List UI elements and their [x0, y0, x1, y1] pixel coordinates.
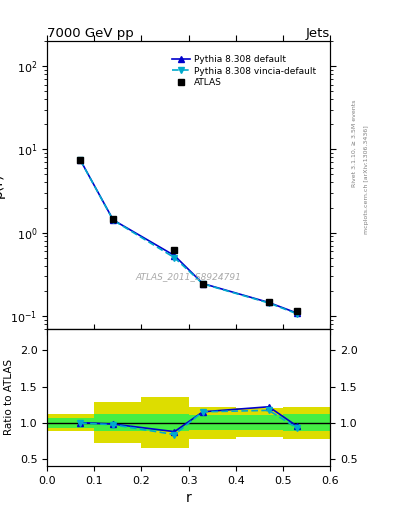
- Pythia 8.308 vincia-default: [266, 300, 271, 306]
- ATLAS: [111, 216, 116, 222]
- Line: Pythia 8.308 vincia-default: Pythia 8.308 vincia-default: [77, 157, 300, 317]
- Text: mcplots.cern.ch [arXiv:1306.3436]: mcplots.cern.ch [arXiv:1306.3436]: [364, 125, 369, 233]
- ATLAS: [172, 247, 177, 253]
- Bar: [189, 407, 236, 438]
- Bar: [141, 414, 189, 431]
- Pythia 8.308 default: [266, 300, 271, 306]
- Pythia 8.308 default: [78, 157, 83, 163]
- ATLAS: [295, 308, 299, 314]
- Pythia 8.308 vincia-default: [295, 311, 299, 317]
- Text: Jets: Jets: [306, 27, 330, 40]
- Bar: [189, 415, 236, 430]
- ATLAS: [266, 300, 271, 306]
- Pythia 8.308 vincia-default: [111, 217, 116, 223]
- Pythia 8.308 vincia-default: [200, 281, 205, 287]
- Text: ATLAS_2011_S8924791: ATLAS_2011_S8924791: [136, 272, 242, 282]
- Pythia 8.308 default: [200, 281, 205, 287]
- Bar: [236, 408, 283, 437]
- ATLAS: [78, 157, 83, 163]
- Line: Pythia 8.308 default: Pythia 8.308 default: [77, 157, 300, 316]
- Legend: Pythia 8.308 default, Pythia 8.308 vincia-default, ATLAS: Pythia 8.308 default, Pythia 8.308 vinci…: [168, 51, 320, 91]
- Y-axis label: Ratio to ATLAS: Ratio to ATLAS: [4, 359, 14, 435]
- Pythia 8.308 default: [172, 252, 177, 259]
- Bar: [47, 414, 94, 431]
- Bar: [283, 414, 330, 431]
- Bar: [236, 415, 283, 430]
- Line: ATLAS: ATLAS: [77, 156, 301, 314]
- Pythia 8.308 default: [111, 217, 116, 223]
- ATLAS: [200, 281, 205, 287]
- Pythia 8.308 default: [295, 310, 299, 316]
- Bar: [141, 397, 189, 448]
- Bar: [94, 402, 141, 443]
- Bar: [47, 418, 94, 428]
- Text: Rivet 3.1.10, ≥ 3.5M events: Rivet 3.1.10, ≥ 3.5M events: [352, 100, 357, 187]
- Pythia 8.308 vincia-default: [78, 157, 83, 163]
- Text: 7000 GeV pp: 7000 GeV pp: [47, 27, 134, 40]
- Bar: [283, 407, 330, 438]
- Y-axis label: ρ(r): ρ(r): [0, 172, 5, 198]
- Bar: [94, 414, 141, 431]
- Pythia 8.308 vincia-default: [172, 254, 177, 261]
- X-axis label: r: r: [186, 491, 191, 505]
